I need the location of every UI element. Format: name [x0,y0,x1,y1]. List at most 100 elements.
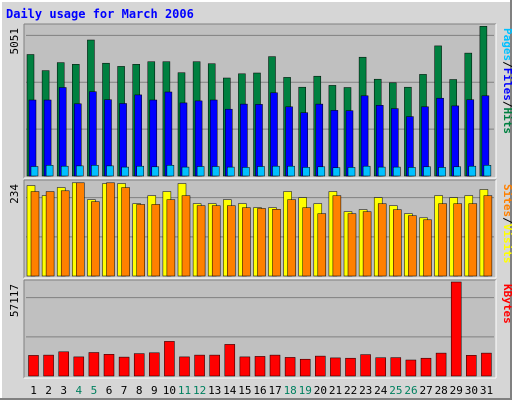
bar-kbytes-day-18 [284,357,296,377]
bar-pages-day-30 [468,165,477,177]
bar-kbytes-day-5 [88,352,100,377]
bar-files-day-10 [164,91,173,177]
x-tick-label-day-20: 20 [314,384,327,397]
bar-kbytes-day-26 [405,359,417,377]
x-tick-label-day-11: 11 [178,384,191,397]
bar-sites-day-4 [76,182,85,277]
bar-sites-day-11 [181,195,191,277]
bar-pages-day-6 [106,165,114,177]
bar-files-day-16 [255,104,263,177]
bar-files-day-18 [285,106,293,177]
bar-pages-day-21 [332,167,341,177]
bar-pages-day-15 [242,167,250,177]
x-tick-label-day-3: 3 [60,384,67,397]
bar-pages-day-19 [302,167,310,177]
bar-pages-day-25 [393,166,401,177]
y-max-label: 5051 [8,28,21,55]
legend-separator: / [501,217,512,224]
bar-sites-day-31 [483,195,493,277]
x-tick-label-day-19: 19 [299,384,312,397]
bar-sites-day-15 [242,207,251,277]
bar-sites-day-21 [332,195,342,277]
bar-files-day-9 [149,99,158,177]
bar-kbytes-day-25 [390,357,402,377]
bar-sites-day-24 [377,203,387,277]
bar-kbytes-day-17 [269,354,281,377]
x-tick-label-day-28: 28 [435,384,448,397]
bar-pages-day-17 [272,165,280,177]
legend-entry-files: Files [501,68,512,101]
bar-files-day-20 [315,103,324,177]
bar-kbytes-day-27 [420,357,432,377]
legend-entry-sites: Sites [501,184,512,217]
bar-kbytes-day-19 [299,358,311,377]
bar-kbytes-day-12 [194,354,205,377]
bar-sites-day-6 [106,182,115,277]
bar-files-day-15 [240,103,248,177]
bar-kbytes-day-22 [345,357,356,377]
bar-sites-day-29 [453,203,462,277]
bar-pages-day-31 [483,165,492,177]
legend-kbytes: KBytes [501,284,512,324]
x-tick-label-day-8: 8 [136,384,143,397]
bar-pages-day-12 [196,166,205,177]
x-tick-label-day-31: 31 [480,384,493,397]
bar-kbytes-day-10 [164,341,175,377]
bar-sites-day-25 [393,209,402,277]
bar-files-day-4 [74,103,82,177]
legend-entry-hits: Hits [501,108,512,135]
bar-files-day-17 [270,92,278,177]
bar-sites-day-17 [272,209,281,277]
bar-sites-day-19 [302,207,311,277]
bar-pages-day-14 [227,166,235,177]
x-tick-label-day-7: 7 [121,384,128,397]
bar-pages-day-7 [121,166,129,177]
bar-files-day-14 [225,108,233,177]
x-tick-label-day-12: 12 [193,384,206,397]
bar-files-day-12 [194,100,203,177]
bar-sites-day-13 [211,205,221,277]
bar-kbytes-day-1 [28,355,39,377]
y-max-label: 57117 [8,284,21,317]
bar-files-day-3 [58,87,67,177]
x-tick-label-day-4: 4 [75,384,82,397]
x-tick-label-day-25: 25 [389,384,402,397]
bar-pages-day-26 [408,167,416,177]
bar-sites-day-27 [423,219,432,277]
x-tick-label-day-29: 29 [450,384,463,397]
bar-kbytes-day-20 [315,355,326,377]
bar-files-day-13 [209,99,218,177]
bar-kbytes-day-28 [435,352,447,377]
bar-kbytes-day-23 [360,354,371,377]
bar-sites-day-12 [196,205,206,277]
bar-sites-day-9 [151,204,161,277]
bar-files-day-1 [28,99,37,177]
bar-pages-day-4 [76,165,84,177]
bar-sites-day-28 [438,203,447,277]
x-tick-label-day-14: 14 [223,384,237,397]
bar-pages-day-20 [317,166,326,177]
bar-sites-day-16 [257,208,266,277]
legend-entry-kbytes: KBytes [501,284,512,324]
x-tick-label-day-6: 6 [106,384,113,397]
bar-kbytes-day-9 [149,352,160,377]
bar-pages-day-16 [257,166,265,177]
bar-kbytes-day-13 [209,354,220,377]
y-max-label: 234 [8,184,21,204]
bar-pages-day-1 [30,166,39,177]
legend-separator: / [501,101,512,108]
x-tick-label-day-17: 17 [268,384,281,397]
bar-pages-day-29 [453,166,461,177]
bar-files-day-25 [391,108,399,177]
bar-sites-day-7 [121,187,130,277]
x-tick-label-day-27: 27 [419,384,432,397]
panel-kbytes: 57117 KBytes [8,279,512,379]
bar-sites-day-10 [166,199,176,277]
bar-sites-day-5 [91,201,100,277]
bar-pages-day-24 [377,166,386,177]
bar-pages-day-2 [45,165,54,177]
bar-files-day-23 [360,95,369,177]
bar-files-day-6 [104,99,112,177]
legend-entry-visits: Visits [501,224,512,264]
bar-sites-day-23 [362,211,372,277]
